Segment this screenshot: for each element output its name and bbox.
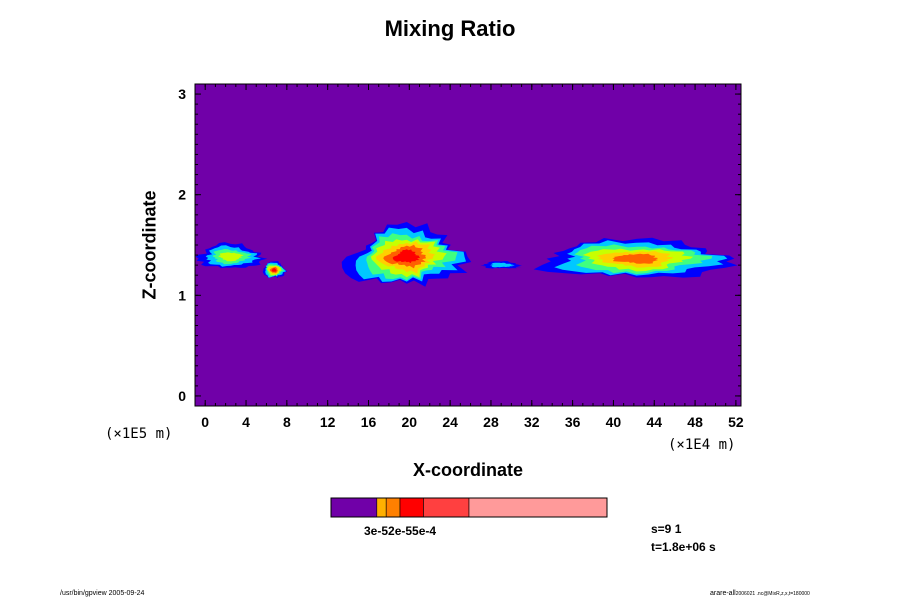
- feature-2-level-6: [392, 249, 420, 264]
- colorbar: [330, 497, 608, 518]
- plot-area: [194, 83, 742, 407]
- x-tick-label: 4: [242, 414, 250, 430]
- colorbar-frame: [330, 497, 608, 518]
- x-tick-label: 44: [646, 414, 662, 430]
- x-axis-label: X-coordinate: [412, 460, 523, 480]
- y-axis-label: Z-coordinate: [139, 190, 160, 300]
- x-tick-label: 32: [524, 414, 540, 430]
- colorbar-labels: 3e-52e-55e-4: [364, 524, 437, 538]
- y-tick-label: 0: [178, 388, 186, 404]
- footer-right-sub: 2006021 .nc@MixR,z,x,t=180000: [735, 591, 810, 597]
- footer-left: /usr/bin/gpview 2005-09-24: [60, 590, 145, 597]
- feature-layer: [195, 222, 738, 287]
- x-tick-label: 16: [361, 414, 377, 430]
- x-tick-label: 40: [606, 414, 622, 430]
- colorbar-segment-3: [399, 497, 424, 518]
- colorbar-segment-5: [468, 497, 608, 518]
- y-tick-label: 1: [178, 287, 186, 303]
- feature-1-level-6: [271, 268, 277, 272]
- colorbar-segment-4: [423, 497, 470, 518]
- feature-0-level-3: [218, 252, 244, 262]
- x-tick-label: 52: [728, 414, 744, 430]
- x-tick-label: 28: [483, 414, 499, 430]
- readout-s: s=9 1: [651, 522, 682, 536]
- y-tick-label: 3: [178, 86, 186, 102]
- x-tick-label: 20: [402, 414, 418, 430]
- footer-right-main: arare-all: [710, 590, 736, 597]
- x-tick-label: 12: [320, 414, 336, 430]
- x-tick-label: 48: [687, 414, 703, 430]
- feature-3-level-1: [489, 262, 515, 268]
- x-axis-unit: (×1E4 m): [668, 437, 736, 453]
- x-tick-label: 24: [442, 414, 458, 430]
- x-tick-label: 8: [283, 414, 291, 430]
- colorbar-segment-2: [385, 497, 401, 518]
- y-axis-unit: (×1E5 m): [105, 426, 173, 442]
- colorbar-segment-1: [376, 497, 387, 518]
- footer-right: arare-all2006021 .nc@MixR,z,x,t=180000: [710, 590, 810, 597]
- feature-4-level-5: [612, 253, 659, 264]
- chart-title: Mixing Ratio: [384, 16, 516, 41]
- y-tick-label: 2: [178, 187, 186, 203]
- readout-t: t=1.8e+06 s: [651, 540, 716, 554]
- x-tick-label: 36: [565, 414, 581, 430]
- colorbar-segment-0: [330, 497, 378, 518]
- x-tick-label: 0: [201, 414, 209, 430]
